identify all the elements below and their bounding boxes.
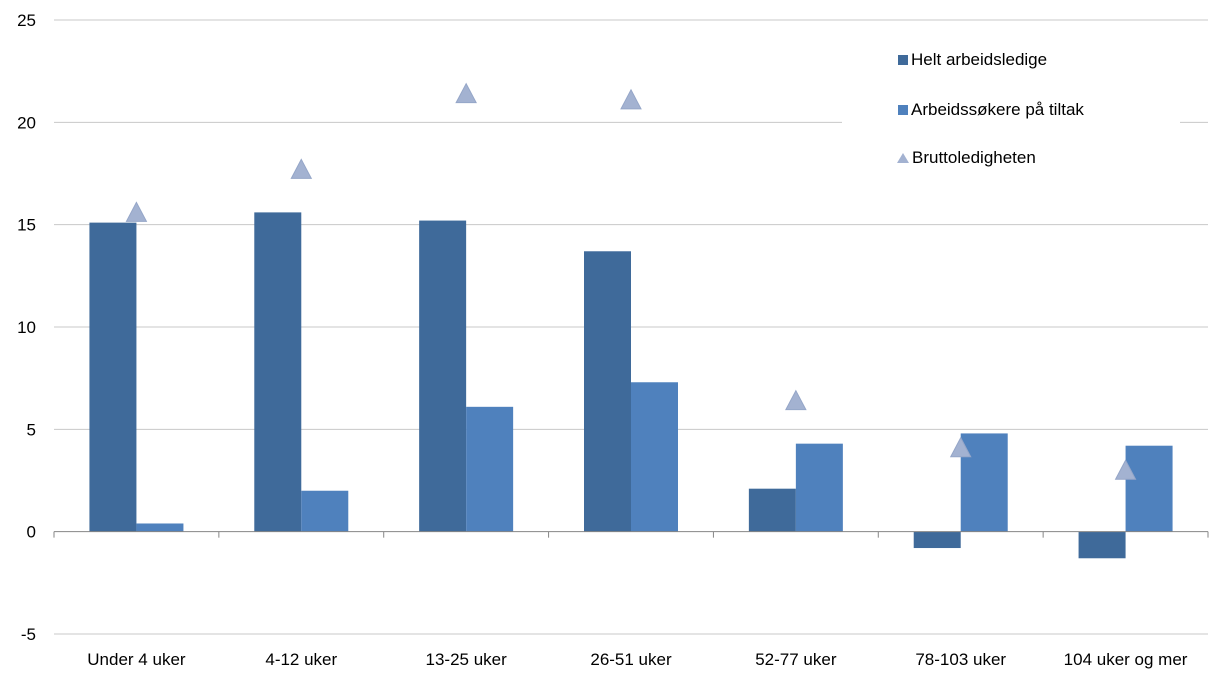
bar (631, 382, 678, 532)
markers (125, 82, 1137, 480)
y-tick-label: 20 (17, 113, 36, 132)
y-tick-label: 5 (27, 420, 36, 439)
bars (89, 212, 1173, 559)
marker-triangle (290, 158, 313, 179)
x-tick-label: Under 4 uker (87, 650, 186, 669)
legend-label: Arbeidssøkere på tiltak (911, 100, 1084, 119)
bar (584, 251, 631, 532)
bar (419, 220, 467, 532)
legend-label: Bruttoledigheten (912, 148, 1036, 167)
x-tick-label: 26-51 uker (590, 650, 672, 669)
bar (89, 222, 137, 532)
bar (795, 443, 843, 532)
y-tick-label: 25 (17, 11, 36, 30)
x-tick-label: 78-103 uker (915, 650, 1006, 669)
bar (301, 490, 349, 532)
legend: Helt arbeidsledige Arbeidssøkere på tilt… (842, 38, 1180, 188)
legend-label: Helt arbeidsledige (911, 50, 1048, 69)
legend-swatch (898, 55, 908, 65)
legend-item-helt-arbeidsledige: Helt arbeidsledige (898, 48, 1047, 72)
marker-triangle (620, 88, 642, 110)
y-axis-ticks: -5 0 5 10 15 20 25 (17, 11, 36, 644)
triangle-icon (897, 153, 909, 163)
bar (1125, 445, 1173, 532)
y-tick-label: 15 (17, 216, 36, 235)
bar (748, 488, 796, 532)
bar (1078, 531, 1126, 559)
y-tick-label: 10 (17, 318, 36, 337)
x-tick-label: 52-77 uker (755, 650, 837, 669)
marker-triangle (125, 201, 148, 222)
legend-item-bruttoledigheten: Bruttoledigheten (897, 146, 1036, 170)
marker-triangle (455, 82, 477, 104)
x-axis (53, 531, 1209, 538)
y-tick-label: 0 (27, 523, 36, 542)
marker-triangle (785, 389, 807, 411)
x-tick-label: 13-25 uker (426, 650, 508, 669)
legend-swatch (898, 105, 908, 115)
bar (960, 433, 1008, 532)
marker-triangle (949, 436, 972, 458)
bar (466, 406, 514, 532)
bar (254, 212, 302, 532)
bar (913, 531, 961, 549)
x-axis-ticks: Under 4 uker 4-12 uker 13-25 uker 26-51 uke… (87, 650, 1188, 669)
y-tick-label: -5 (21, 625, 36, 644)
bar (136, 523, 184, 532)
legend-item-arbeidssokere-pa-tiltak: Arbeidssøkere på tiltak (898, 98, 1084, 122)
x-tick-label: 4-12 uker (265, 650, 337, 669)
marker-triangle (1114, 459, 1137, 480)
x-tick-label: 104 uker og mer (1064, 650, 1188, 669)
